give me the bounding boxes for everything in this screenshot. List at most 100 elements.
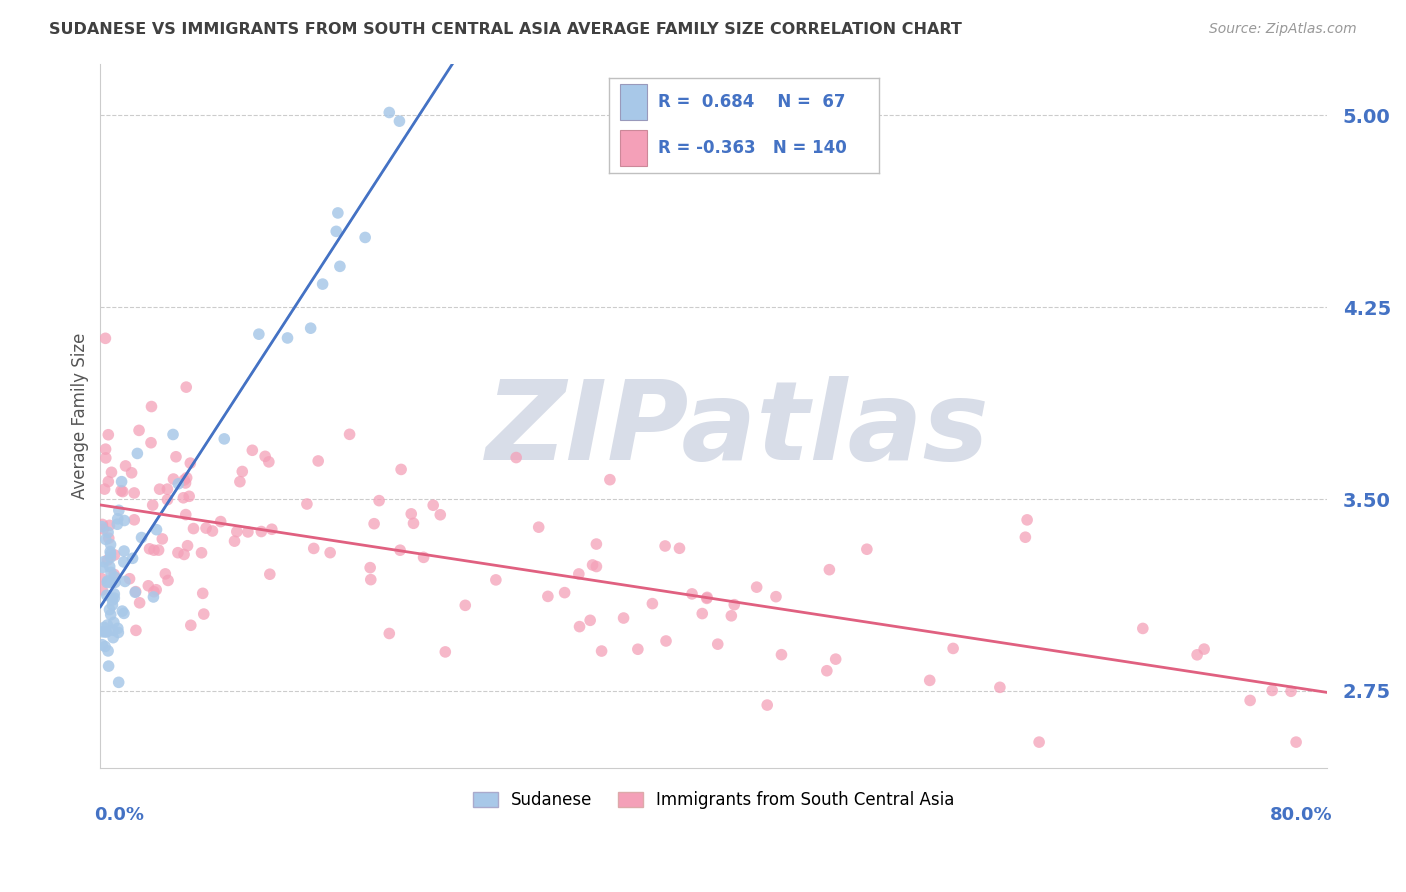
Point bbox=[136, 579, 159, 593]
Point bbox=[103, 615, 125, 630]
Point bbox=[97, 531, 120, 545]
Point bbox=[101, 631, 124, 645]
Point bbox=[114, 574, 136, 589]
Point bbox=[128, 596, 150, 610]
Point bbox=[104, 575, 127, 590]
Point bbox=[100, 566, 122, 580]
Point bbox=[250, 524, 273, 539]
Point bbox=[1261, 683, 1284, 698]
Point bbox=[98, 602, 121, 616]
Point bbox=[1017, 513, 1039, 527]
Point bbox=[138, 541, 160, 556]
Point bbox=[193, 607, 215, 621]
Point bbox=[103, 587, 125, 601]
Point bbox=[111, 604, 134, 618]
Point bbox=[585, 559, 607, 574]
Point bbox=[399, 507, 422, 521]
Point bbox=[174, 508, 197, 522]
Point bbox=[326, 206, 349, 220]
Point bbox=[93, 620, 115, 634]
Point bbox=[585, 537, 607, 551]
Point bbox=[329, 260, 352, 274]
Point bbox=[125, 624, 148, 638]
Point bbox=[591, 644, 613, 658]
Point bbox=[156, 492, 179, 507]
Point bbox=[90, 519, 112, 533]
Point bbox=[128, 423, 150, 437]
Point bbox=[259, 567, 281, 582]
Point bbox=[1192, 642, 1215, 657]
Point bbox=[818, 563, 841, 577]
Point bbox=[668, 541, 690, 556]
Point bbox=[429, 508, 451, 522]
Point bbox=[183, 522, 205, 536]
Point bbox=[537, 590, 560, 604]
Point bbox=[93, 555, 115, 569]
Point bbox=[505, 450, 527, 465]
Point bbox=[201, 524, 224, 538]
Point bbox=[745, 580, 768, 594]
Point bbox=[231, 465, 253, 479]
Point bbox=[1185, 648, 1208, 662]
Point bbox=[118, 572, 141, 586]
Point bbox=[388, 114, 411, 128]
Point bbox=[96, 624, 118, 639]
Point bbox=[141, 400, 163, 414]
Point bbox=[94, 331, 117, 345]
Point bbox=[112, 607, 135, 621]
Point bbox=[104, 570, 127, 584]
Point bbox=[690, 607, 713, 621]
Point bbox=[97, 659, 120, 673]
Point bbox=[100, 537, 122, 551]
Point bbox=[191, 586, 214, 600]
Point bbox=[568, 566, 591, 581]
Point bbox=[214, 432, 236, 446]
Point bbox=[108, 503, 131, 517]
Point bbox=[142, 590, 165, 604]
Point bbox=[96, 588, 118, 602]
Point bbox=[157, 574, 180, 588]
Point bbox=[815, 664, 838, 678]
Point bbox=[681, 587, 703, 601]
Point bbox=[1279, 684, 1302, 698]
Point bbox=[180, 618, 202, 632]
Point bbox=[307, 454, 329, 468]
Point bbox=[579, 613, 602, 627]
Point bbox=[96, 575, 118, 590]
Point bbox=[107, 675, 129, 690]
Point bbox=[765, 590, 787, 604]
Point bbox=[174, 475, 197, 490]
Point bbox=[422, 498, 444, 512]
Point bbox=[139, 435, 162, 450]
Point bbox=[142, 498, 165, 512]
Point bbox=[389, 543, 412, 558]
Point bbox=[101, 598, 124, 612]
Point bbox=[696, 591, 718, 605]
Point bbox=[554, 585, 576, 599]
Point bbox=[389, 462, 412, 476]
Point bbox=[1285, 735, 1308, 749]
Point bbox=[131, 531, 153, 545]
Point bbox=[229, 475, 252, 489]
Point bbox=[127, 446, 149, 460]
Point bbox=[97, 525, 120, 540]
Point bbox=[824, 652, 846, 666]
Point bbox=[325, 224, 347, 238]
Point bbox=[148, 543, 170, 558]
Point bbox=[236, 524, 259, 539]
Point bbox=[295, 497, 318, 511]
Point bbox=[103, 567, 125, 582]
Point bbox=[100, 465, 122, 479]
Point bbox=[107, 621, 129, 635]
Point bbox=[124, 585, 146, 599]
Point bbox=[173, 548, 195, 562]
Point bbox=[155, 566, 177, 581]
Point bbox=[260, 522, 283, 536]
Point bbox=[613, 611, 636, 625]
Point bbox=[257, 455, 280, 469]
Point bbox=[368, 493, 391, 508]
Point bbox=[98, 518, 121, 533]
Point bbox=[107, 512, 129, 526]
Point bbox=[173, 473, 195, 487]
Point bbox=[97, 644, 120, 658]
